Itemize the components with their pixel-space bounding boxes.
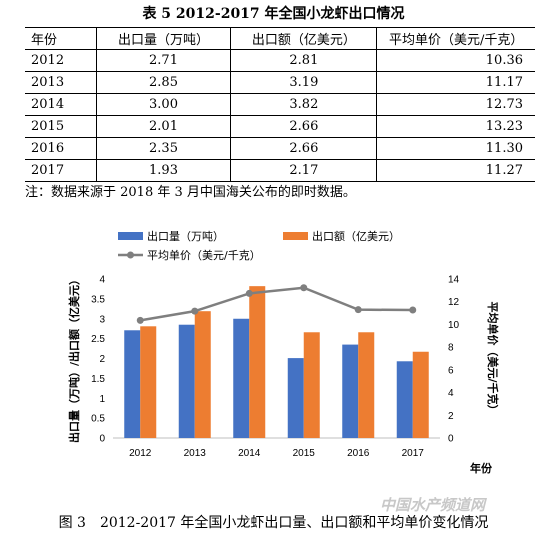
cell-amount: 3.19: [230, 71, 377, 94]
y-left-tick-label: 0: [99, 434, 105, 445]
cell-volume: 3.00: [95, 93, 231, 116]
y-left-tick-label: 3.5: [91, 294, 105, 305]
combo-chart: 0 0.5 1 1.5 2 2.5 3 3.5 4 0 2 4 6 8 10 12 14 2012 2013 2014…: [67, 229, 500, 475]
legend-label-price: 平均单价（美元/千克）: [147, 249, 261, 262]
cell-volume: 2.71: [95, 49, 231, 72]
bar-volume: [233, 318, 250, 438]
cell-amount: 2.66: [230, 137, 377, 160]
y-right-tick-label: 0: [448, 434, 454, 445]
table-title: 表 5 2012-2017 年全国小龙虾出口情况: [142, 6, 405, 22]
table-row: 2013 2.85 3.19 11.17: [25, 71, 535, 94]
y-left-tick-label: 0.5: [91, 414, 105, 425]
legend-swatch-volume: [118, 232, 143, 240]
legend-label-amount: 出口额（亿美元）: [312, 229, 400, 243]
table-row: 2015 2.01 2.66 13.23: [25, 115, 535, 138]
cell-year: 2016: [31, 141, 65, 156]
watermark-logo: 中国水产频道网: [380, 496, 486, 514]
table-row: 2014 3.00 3.82 12.73: [25, 93, 535, 116]
x-tick-label: 2013: [184, 448, 207, 459]
price-point: [136, 316, 144, 324]
cell-year: 2017: [31, 163, 65, 178]
y-right-tick-label: 10: [448, 320, 460, 331]
legend-swatch-amount: [283, 232, 308, 240]
table-note: 注：数据来源于 2018 年 3 月中国海关公布的即时数据。: [25, 185, 356, 200]
bar-volume: [124, 330, 141, 438]
bar-volume: [178, 324, 195, 438]
y-right-axis-title: 平均单价（美元/千克）: [486, 301, 500, 415]
legend-marker-price: [127, 251, 134, 259]
cell-amount: 2.17: [230, 159, 377, 182]
x-tick-label: 2012: [129, 448, 152, 459]
bar-amount: [303, 332, 320, 438]
y-left-tick-label: 1.5: [91, 374, 105, 385]
x-tick-label: 2016: [347, 448, 370, 459]
header-amount: 出口额（亿美元）: [230, 27, 377, 50]
bar-amount: [412, 351, 429, 438]
cell-volume: 2.01: [95, 115, 231, 138]
table-header-row: 年份 出口量（万吨） 出口额（亿美元） 平均单价（美元/千克）: [25, 27, 535, 50]
header-volume: 出口量（万吨）: [95, 27, 231, 50]
bar-amount: [140, 326, 157, 438]
cell-volume: 1.93: [95, 159, 231, 182]
x-axis-title: 年份: [470, 461, 493, 475]
cell-price: 11.30: [376, 137, 535, 160]
price-point: [245, 289, 253, 297]
header-price: 平均单价（美元/千克）: [376, 27, 535, 50]
bar-volume: [396, 361, 413, 438]
y-right-tick-label: 6: [448, 365, 454, 376]
y-left-tick-label: 2: [99, 354, 105, 365]
cell-price: 11.27: [376, 159, 535, 182]
x-tick-label: 2015: [293, 448, 316, 459]
cell-amount: 2.66: [230, 115, 377, 138]
legend-label-volume: 出口量（万吨）: [147, 229, 224, 243]
cell-year: 2013: [31, 75, 65, 90]
table-row: 2016 2.35 2.66 11.30: [25, 137, 535, 160]
price-point: [191, 307, 199, 315]
x-tick-label: 2017: [402, 448, 425, 459]
cell-year: 2015: [31, 119, 65, 134]
y-right-tick-label: 8: [448, 343, 454, 354]
cell-year: 2014: [31, 97, 65, 112]
header-year: 年份: [31, 33, 58, 48]
cell-volume: 2.85: [95, 71, 231, 94]
cell-price: 13.23: [376, 115, 535, 138]
bar-amount: [249, 286, 266, 438]
table-row: 2012 2.71 2.81 10.36: [25, 49, 535, 72]
price-point: [300, 284, 308, 292]
bar-amount: [358, 332, 375, 438]
x-tick-label: 2014: [238, 448, 261, 459]
bar-amount: [194, 311, 211, 438]
y-right-tick-label: 14: [448, 275, 460, 286]
y-left-tick-label: 3: [99, 314, 105, 325]
cell-price: 10.36: [376, 49, 535, 72]
y-left-axis-title: 出口量（万吨）/出口额（亿美元）: [67, 274, 81, 443]
cell-price: 12.73: [376, 93, 535, 116]
y-left-tick-label: 4: [99, 275, 105, 286]
price-point: [354, 306, 362, 314]
cell-amount: 2.81: [230, 49, 377, 72]
y-left-tick-label: 1: [99, 394, 105, 405]
price-point: [409, 306, 417, 314]
y-right-tick-label: 2: [448, 411, 454, 422]
table-row: 2017 1.93 2.17 11.27: [25, 159, 535, 182]
y-left-tick-label: 2.5: [91, 334, 105, 345]
export-table: 年份 出口量（万吨） 出口额（亿美元） 平均单价（美元/千克） 2012 2.7…: [25, 27, 535, 182]
bar-volume: [342, 344, 359, 438]
y-right-tick-label: 12: [448, 297, 460, 308]
cell-year: 2012: [31, 53, 65, 68]
cell-volume: 2.35: [95, 137, 231, 160]
cell-price: 11.17: [376, 71, 535, 94]
y-right-tick-label: 4: [448, 388, 454, 399]
cell-amount: 3.82: [230, 93, 377, 116]
price-line: [140, 286, 413, 322]
figure-caption: 图 3 2012-2017 年全国小龙虾出口量、出口额和平均单价变化情况: [58, 515, 489, 531]
bar-volume: [287, 358, 304, 438]
